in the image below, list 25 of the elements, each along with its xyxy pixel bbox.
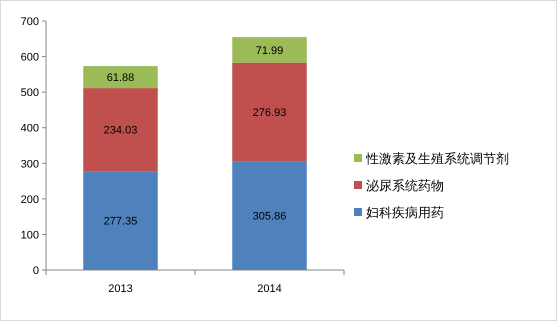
bar — [83, 66, 158, 88]
y-tick-label: 300 — [20, 158, 39, 170]
bar — [83, 88, 158, 172]
bar — [83, 171, 158, 270]
data-label: 276.93 — [252, 106, 286, 119]
data-label: 305.86 — [252, 210, 286, 223]
y-tick-label: 700 — [20, 16, 39, 28]
y-tick-label: 600 — [20, 52, 39, 64]
y-tick-label: 200 — [20, 194, 39, 206]
data-label: 277.35 — [104, 216, 138, 228]
bar — [232, 62, 307, 162]
data-label: 234.03 — [104, 124, 138, 137]
x-tick-label: 2013 — [108, 283, 133, 295]
data-label: 71.99 — [256, 44, 284, 57]
legend-label: 妇科疾病用药 — [366, 205, 444, 220]
y-tick-label: 500 — [20, 87, 39, 100]
legend-label: 泌尿系统药物 — [366, 178, 444, 193]
bar — [232, 37, 307, 63]
legend-label: 性激素及生殖系统调节剂 — [365, 151, 509, 166]
y-tick-label: 100 — [20, 229, 39, 242]
data-label: 61.88 — [106, 72, 134, 84]
bar — [232, 161, 307, 270]
x-tick-label: 2014 — [257, 283, 282, 295]
y-tick-label: 0 — [32, 265, 39, 277]
y-tick-label: 400 — [20, 122, 39, 135]
